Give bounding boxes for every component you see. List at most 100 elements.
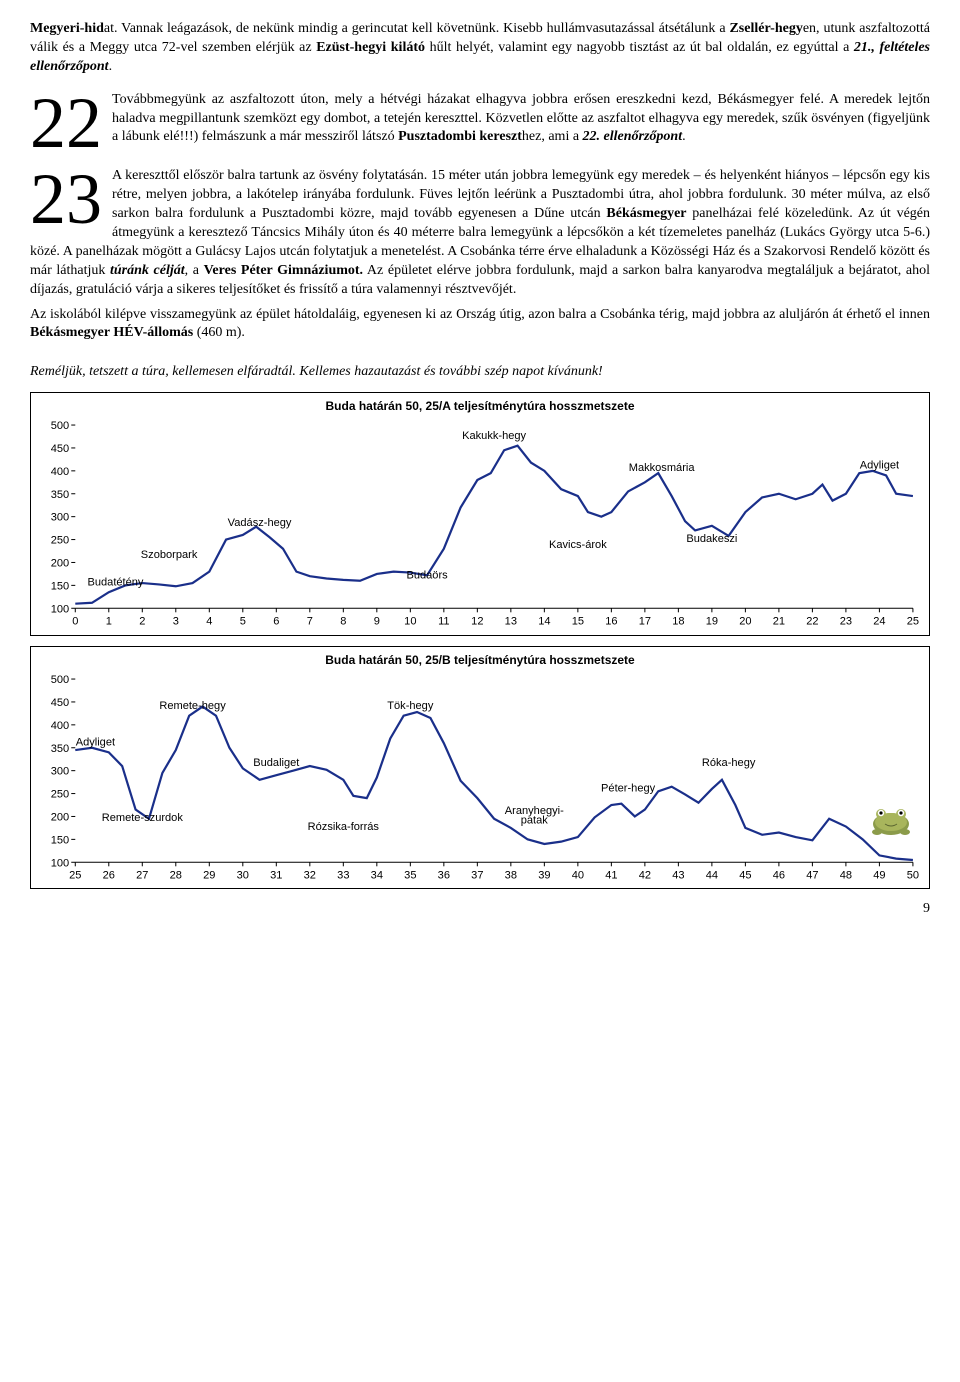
svg-text:37: 37	[471, 869, 483, 881]
svg-text:22: 22	[806, 616, 818, 628]
svg-text:2: 2	[139, 616, 145, 628]
svg-text:6: 6	[273, 616, 279, 628]
svg-text:500: 500	[51, 674, 69, 686]
svg-text:48: 48	[840, 869, 852, 881]
svg-text:7: 7	[307, 616, 313, 628]
svg-text:45: 45	[739, 869, 751, 881]
svg-text:44: 44	[706, 869, 718, 881]
svg-text:21: 21	[773, 616, 785, 628]
svg-text:Adyliget: Adyliget	[860, 460, 899, 472]
svg-text:Budaliget: Budaliget	[253, 757, 299, 769]
svg-text:200: 200	[51, 811, 69, 823]
svg-text:19: 19	[706, 616, 718, 628]
chart-b-svg: 100 150 200 250 300 350 400 450 500 25 26 27 28 29 30 3…	[37, 673, 923, 884]
svg-text:Adyliget: Adyliget	[76, 736, 115, 748]
svg-text:35: 35	[404, 869, 416, 881]
svg-text:42: 42	[639, 869, 651, 881]
svg-text:Budaörs: Budaörs	[406, 570, 448, 582]
svg-text:100: 100	[51, 604, 69, 616]
svg-text:100: 100	[51, 857, 69, 869]
svg-text:Szoborpark: Szoborpark	[141, 549, 198, 561]
svg-text:Rózsika-forrás: Rózsika-forrás	[308, 821, 380, 833]
svg-text:18: 18	[672, 616, 684, 628]
svg-text:Remete-szurdok: Remete-szurdok	[102, 812, 184, 824]
para-intro: Megyeri-hidat. Vannak leágazások, de nek…	[30, 20, 930, 77]
chart-a-svg: 1001502002503003504004505000123456789101…	[37, 419, 923, 630]
svg-text:Budatétény: Budatétény	[87, 577, 143, 589]
svg-text:Kavics-árok: Kavics-árok	[549, 539, 607, 551]
svg-text:8: 8	[340, 616, 346, 628]
svg-text:Róka-hegy: Róka-hegy	[702, 757, 756, 769]
chart-a-title: Buda határán 50, 25/A teljesítménytúra h…	[37, 399, 923, 413]
svg-text:14: 14	[538, 616, 550, 628]
svg-text:5: 5	[240, 616, 246, 628]
chart-b-title: Buda határán 50, 25/B teljesítménytúra h…	[37, 653, 923, 667]
svg-text:250: 250	[51, 788, 69, 800]
svg-text:1: 1	[106, 616, 112, 628]
svg-text:26: 26	[103, 869, 115, 881]
svg-text:24: 24	[873, 616, 885, 628]
svg-text:150: 150	[51, 581, 69, 593]
svg-text:250: 250	[51, 535, 69, 547]
svg-text:Makkosmária: Makkosmária	[629, 462, 696, 474]
intro-paragraph: Megyeri-hidat. Vannak leágazások, de nek…	[30, 20, 930, 77]
svg-text:4: 4	[206, 616, 212, 628]
svg-text:patak: patak	[521, 814, 549, 826]
svg-text:300: 300	[51, 765, 69, 777]
closing-line: Reméljük, tetszett a túra, kellemesen el…	[30, 363, 930, 382]
svg-text:Tök-hegy: Tök-hegy	[387, 699, 434, 711]
svg-text:3: 3	[173, 616, 179, 628]
svg-text:450: 450	[51, 443, 69, 455]
svg-text:25: 25	[69, 869, 81, 881]
para-22: Továbbmegyünk az aszfaltozott úton, mely…	[30, 91, 930, 148]
svg-text:17: 17	[639, 616, 651, 628]
svg-text:29: 29	[203, 869, 215, 881]
svg-text:31: 31	[270, 869, 282, 881]
svg-text:36: 36	[438, 869, 450, 881]
svg-text:15: 15	[572, 616, 584, 628]
svg-text:30: 30	[237, 869, 249, 881]
svg-text:43: 43	[672, 869, 684, 881]
svg-text:28: 28	[170, 869, 182, 881]
svg-text:500: 500	[51, 420, 69, 432]
svg-text:32: 32	[304, 869, 316, 881]
svg-text:33: 33	[337, 869, 349, 881]
svg-text:350: 350	[51, 742, 69, 754]
svg-text:23: 23	[840, 616, 852, 628]
svg-text:46: 46	[773, 869, 785, 881]
svg-text:Remete-hegy: Remete-hegy	[159, 699, 226, 711]
chart-b-box: Buda határán 50, 25/B teljesítménytúra h…	[30, 646, 930, 889]
svg-text:25: 25	[907, 616, 919, 628]
svg-text:49: 49	[873, 869, 885, 881]
svg-text:11: 11	[438, 616, 449, 628]
svg-text:20: 20	[739, 616, 751, 628]
svg-text:150: 150	[51, 834, 69, 846]
svg-text:38: 38	[505, 869, 517, 881]
svg-text:9: 9	[374, 616, 380, 628]
chart-a-box: Buda határán 50, 25/A teljesítménytúra h…	[30, 392, 930, 635]
section-22: 22 Továbbmegyünk az aszfaltozott úton, m…	[30, 91, 930, 154]
svg-text:350: 350	[51, 489, 69, 501]
page-number: 9	[30, 901, 930, 917]
svg-text:39: 39	[538, 869, 550, 881]
svg-text:41: 41	[605, 869, 617, 881]
svg-text:40: 40	[572, 869, 584, 881]
svg-text:450: 450	[51, 697, 69, 709]
svg-text:Péter-hegy: Péter-hegy	[601, 782, 656, 794]
para-23a: A kereszttől először balra tartunk az ös…	[30, 167, 930, 299]
svg-text:12: 12	[471, 616, 483, 628]
number-23: 23	[30, 169, 102, 229]
svg-text:47: 47	[806, 869, 818, 881]
section-23: 23 A kereszttől először balra tartunk az…	[30, 167, 930, 349]
para-23b: Az iskolából kilépve visszamegyünk az ép…	[30, 306, 930, 344]
svg-text:200: 200	[51, 558, 69, 570]
svg-text:13: 13	[505, 616, 517, 628]
svg-text:10: 10	[404, 616, 416, 628]
number-22: 22	[30, 93, 102, 153]
svg-text:0: 0	[72, 616, 78, 628]
frog-icon	[867, 802, 915, 838]
svg-text:400: 400	[51, 720, 69, 732]
svg-text:Budakeszi: Budakeszi	[686, 533, 737, 545]
svg-text:27: 27	[136, 869, 148, 881]
svg-text:300: 300	[51, 512, 69, 524]
